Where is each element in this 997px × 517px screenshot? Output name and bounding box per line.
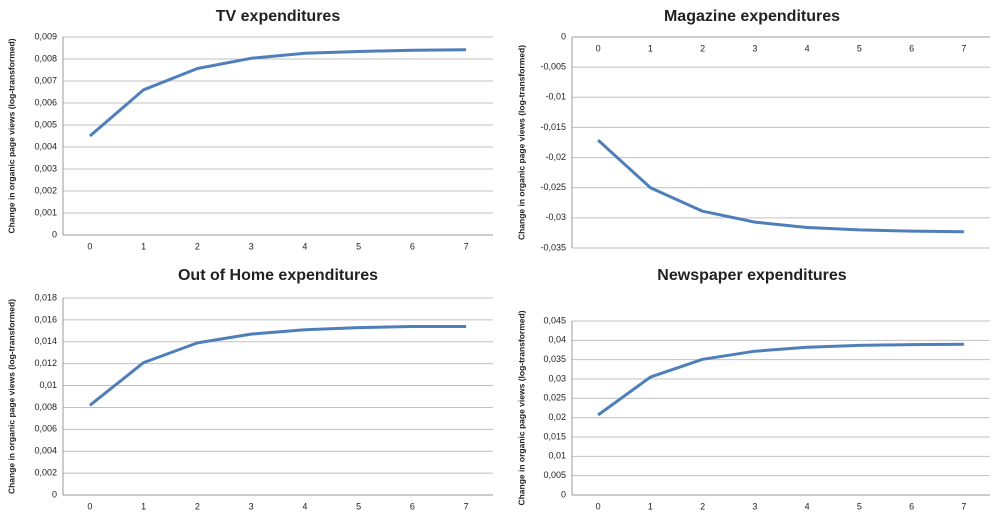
x-tick-label: 7: [464, 501, 469, 511]
x-tick-label: 0: [87, 241, 92, 251]
y-tick-label: 0: [52, 229, 57, 239]
x-tick-label: 2: [700, 501, 705, 511]
x-tick-label: 5: [356, 501, 361, 511]
series-line: [597, 342, 964, 417]
y-tick-label: 0,015: [543, 431, 566, 441]
y-tick-label: 0,025: [543, 393, 566, 403]
y-tick-label: 0: [52, 489, 57, 499]
x-tick-label: 7: [464, 241, 469, 251]
x-tick-label: 6: [410, 241, 415, 251]
x-tick-label: 2: [700, 43, 705, 53]
y-tick-label: 0,005: [34, 119, 57, 129]
y-tick-label: 0,004: [34, 446, 57, 456]
x-tick-label: 4: [302, 241, 307, 251]
x-tick-label: 6: [909, 501, 914, 511]
series-line: [597, 138, 964, 234]
y-axis-label: Change in organic page views (log-transf…: [6, 299, 16, 494]
y-tick-label: 0,04: [548, 335, 566, 345]
y-axis-label: Change in organic page views (log-transf…: [6, 38, 16, 233]
x-tick-label: 0: [596, 501, 601, 511]
x-tick-label: 3: [752, 501, 757, 511]
x-tick-label: 2: [195, 241, 200, 251]
x-tick-label: 3: [249, 241, 254, 251]
y-tick-label: 0,007: [34, 75, 57, 85]
x-tick-label: 4: [805, 43, 810, 53]
y-tick-label: 0,03: [548, 373, 566, 383]
y-tick-label: 0,002: [34, 185, 57, 195]
y-tick-label: -0,035: [540, 242, 566, 252]
y-tick-label: 0: [561, 489, 566, 499]
y-tick-label: -0,03: [545, 212, 566, 222]
y-tick-label: -0,025: [540, 182, 566, 192]
y-tick-label: 0,035: [543, 354, 566, 364]
y-tick-label: 0,006: [34, 424, 57, 434]
series-line: [88, 325, 467, 407]
x-tick-label: 7: [961, 43, 966, 53]
chart-title: Newspaper expenditures: [657, 267, 847, 284]
y-tick-label: 0,004: [34, 141, 57, 151]
x-tick-label: 1: [141, 501, 146, 511]
y-tick-label: 0,014: [34, 336, 57, 346]
y-tick-label: 0: [561, 31, 566, 41]
y-tick-label: 0,008: [34, 402, 57, 412]
x-tick-label: 3: [249, 501, 254, 511]
y-tick-label: 0,002: [34, 467, 57, 477]
y-tick-label: 0,016: [34, 314, 57, 324]
x-tick-label: 7: [961, 501, 966, 511]
y-tick-label: -0,02: [545, 152, 566, 162]
y-tick-label: -0,005: [540, 62, 566, 72]
y-tick-label: 0,008: [34, 53, 57, 63]
chart-title: TV expenditures: [216, 8, 341, 25]
x-tick-label: 5: [356, 241, 361, 251]
x-tick-label: 0: [596, 43, 601, 53]
y-tick-label: -0,015: [540, 122, 566, 132]
chart-title: Out of Home expenditures: [178, 267, 378, 284]
x-tick-label: 0: [87, 501, 92, 511]
y-tick-label: 0,018: [34, 292, 57, 302]
y-axis-label: Change in organic page views (log-transf…: [516, 45, 526, 240]
y-tick-label: 0,009: [34, 31, 57, 41]
y-tick-label: 0,02: [548, 412, 566, 422]
y-tick-label: -0,01: [545, 92, 566, 102]
x-tick-label: 6: [909, 43, 914, 53]
x-tick-label: 5: [857, 43, 862, 53]
series-line: [88, 48, 467, 138]
chart-title: Magazine expenditures: [664, 8, 840, 25]
x-tick-label: 2: [195, 501, 200, 511]
x-tick-label: 5: [857, 501, 862, 511]
y-tick-label: 0,012: [34, 358, 57, 368]
y-tick-label: 0,005: [543, 470, 566, 480]
x-tick-label: 4: [302, 501, 307, 511]
y-axis-label: Change in organic page views (log-transf…: [516, 310, 526, 505]
x-tick-label: 1: [648, 501, 653, 511]
y-tick-label: 0,006: [34, 97, 57, 107]
y-tick-label: 0,003: [34, 163, 57, 173]
y-tick-label: 0,01: [39, 380, 57, 390]
y-tick-label: 0,001: [34, 207, 57, 217]
x-tick-label: 1: [648, 43, 653, 53]
x-tick-label: 6: [410, 501, 415, 511]
x-tick-label: 4: [805, 501, 810, 511]
x-tick-label: 3: [752, 43, 757, 53]
y-tick-label: 0,01: [548, 451, 566, 461]
x-tick-label: 1: [141, 241, 146, 251]
y-tick-label: 0,045: [543, 315, 566, 325]
